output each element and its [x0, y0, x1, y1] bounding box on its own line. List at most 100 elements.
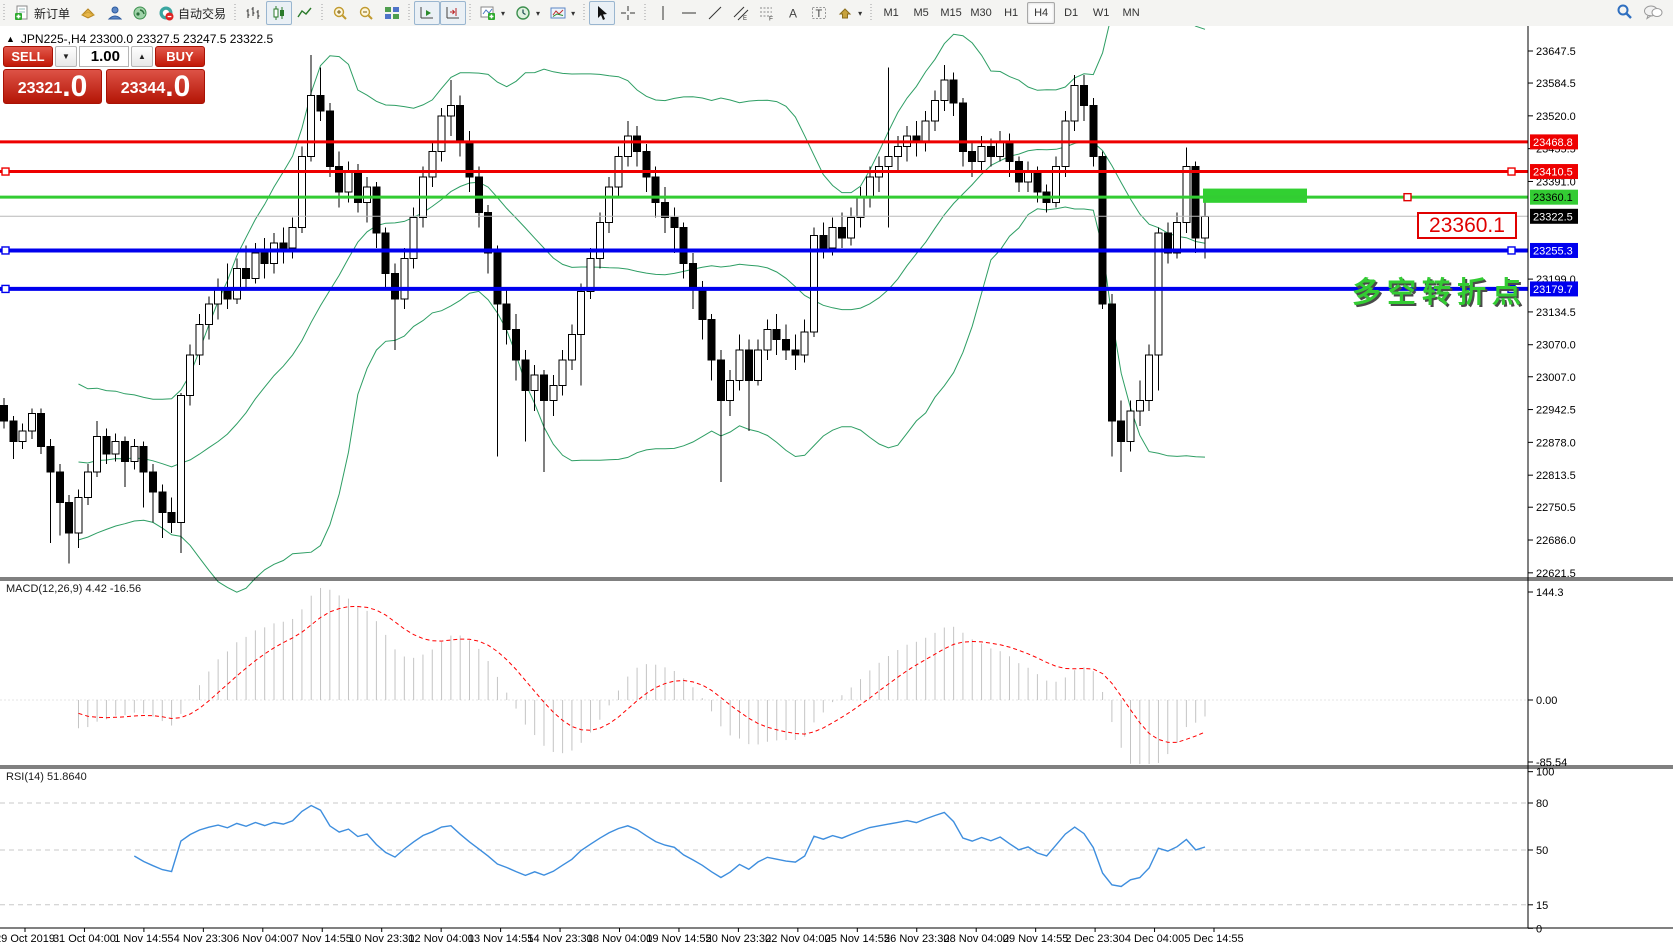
- line-handle[interactable]: [1, 246, 10, 255]
- autotrading-button[interactable]: 自动交易: [153, 1, 231, 25]
- horizontal-line-tool[interactable]: [676, 1, 702, 25]
- price-axis[interactable]: 23647.523584.523520.023455.523391.023199…: [1528, 46, 1578, 935]
- bear-candle: [1079, 84, 1088, 107]
- tile-windows-button[interactable]: [379, 1, 405, 25]
- chart-ohlc-header: ▲ JPN225-,H4 23300.0 23327.5 23247.5 233…: [6, 32, 273, 46]
- bear-candle: [325, 110, 334, 168]
- bull-candle: [726, 379, 735, 402]
- person-icon: [106, 5, 123, 21]
- axis-price-flag-text: 23468.8: [1533, 137, 1573, 149]
- timeframe-H4[interactable]: H4: [1027, 2, 1056, 24]
- search-icon[interactable]: [1616, 3, 1633, 23]
- shapes-tool[interactable]: ▾: [832, 1, 867, 25]
- bull-candle: [940, 79, 949, 102]
- axis-price-flag: [1530, 281, 1578, 297]
- zoom-out-button[interactable]: [353, 1, 379, 25]
- bear-candle: [316, 95, 325, 112]
- toolbar-gripper[interactable]: [868, 4, 876, 22]
- toolbar-gripper[interactable]: [581, 4, 589, 22]
- volume-increase-button[interactable]: ▲: [131, 46, 153, 67]
- new-order-button[interactable]: 新订单: [9, 1, 75, 25]
- bull-candle: [605, 186, 614, 224]
- fibonacci-tool[interactable]: F: [754, 1, 780, 25]
- buy-button[interactable]: BUY: [155, 46, 205, 67]
- bull-candle: [1200, 215, 1209, 239]
- bull-candle: [1173, 222, 1182, 254]
- line-handle[interactable]: [1, 167, 10, 176]
- vertical-line-tool[interactable]: [650, 1, 676, 25]
- toolbar-gripper[interactable]: [319, 4, 327, 22]
- svg-text:F: F: [769, 16, 773, 22]
- timeframe-W1[interactable]: W1: [1092, 7, 1110, 19]
- line-handle[interactable]: [1507, 167, 1516, 176]
- bear-candle: [688, 262, 697, 290]
- community-button[interactable]: [101, 1, 127, 25]
- dropdown-arrow: ▾: [858, 8, 863, 18]
- auto-scroll-button[interactable]: [414, 1, 441, 25]
- timeframe-M5[interactable]: M5: [913, 7, 929, 19]
- bull-candle: [577, 290, 586, 336]
- bull-candle: [921, 120, 930, 142]
- timeframe-M30[interactable]: M30: [970, 7, 992, 19]
- bull-candle: [828, 227, 837, 249]
- line-handle[interactable]: [1507, 246, 1516, 255]
- sell-button[interactable]: SELL: [3, 46, 53, 67]
- svg-text:A: A: [789, 7, 797, 21]
- chart-canvas[interactable]: 23647.523584.523520.023455.523391.023199…: [0, 26, 1673, 948]
- period-button[interactable]: ▾: [510, 1, 545, 25]
- crosshair-button[interactable]: [615, 1, 641, 25]
- bar-chart-button[interactable]: [240, 1, 266, 25]
- sell-price-button[interactable]: 23321 .0: [3, 69, 102, 104]
- bear-candle: [46, 445, 55, 473]
- chart-shift-button[interactable]: [440, 1, 467, 25]
- chat-icon[interactable]: [1643, 4, 1663, 23]
- trade-tools-group: 新订单 自动交易: [9, 0, 231, 26]
- bull-candle: [195, 323, 204, 356]
- toolbar-gripper[interactable]: [406, 4, 414, 22]
- bear-candle: [167, 512, 176, 524]
- chart-area[interactable]: 23647.5 23584.5 23520.0 23455.5 23391.0 23199…: [0, 26, 1673, 948]
- turning-point-note[interactable]: 多空转折点: [1352, 277, 1528, 309]
- cursor-button[interactable]: [589, 1, 616, 25]
- text-label-tool[interactable]: T: [806, 1, 832, 25]
- text-tool[interactable]: A: [780, 1, 806, 25]
- market-button[interactable]: [75, 1, 101, 25]
- signals-button[interactable]: [127, 1, 153, 25]
- timeframe-M1[interactable]: M1: [883, 7, 899, 19]
- time-tick-label: 22 Nov 04:00: [765, 933, 830, 945]
- rsi-line: [133, 804, 1206, 888]
- bear-candle: [484, 211, 493, 254]
- bull-candle: [307, 95, 316, 158]
- buy-price-button[interactable]: 23344 .0: [106, 69, 205, 104]
- timeframe-H1[interactable]: H1: [1004, 7, 1019, 19]
- timeframe-M15[interactable]: M15: [940, 7, 962, 19]
- bull-candle: [446, 105, 455, 117]
- channel-tool[interactable]: E: [728, 1, 754, 25]
- new-chart-button[interactable]: ▾: [475, 1, 510, 25]
- price-target-label[interactable]: 23360.1: [1417, 212, 1517, 239]
- candlestick-chart-button[interactable]: [266, 1, 293, 25]
- zoom-in-button[interactable]: [327, 1, 353, 25]
- toolbar-gripper[interactable]: [1, 4, 8, 22]
- trendline-tool[interactable]: [702, 1, 728, 25]
- toolbar-gripper[interactable]: [467, 4, 475, 22]
- bear-candle: [772, 328, 781, 341]
- volume-input[interactable]: 1.00: [79, 46, 129, 67]
- timeframe-MN[interactable]: MN: [1122, 7, 1140, 19]
- template-button[interactable]: ▾: [545, 1, 580, 25]
- line-handle[interactable]: [1507, 284, 1516, 294]
- bull-candle: [763, 328, 772, 351]
- bull-candle: [530, 374, 539, 391]
- line-handle[interactable]: [1, 284, 10, 294]
- timeframe-D1[interactable]: D1: [1064, 7, 1079, 19]
- volume-decrease-button[interactable]: ▼: [55, 46, 77, 67]
- bull-candle: [288, 227, 297, 249]
- collapse-panel-arrow[interactable]: ▲: [6, 34, 15, 44]
- toolbar-gripper[interactable]: [232, 4, 240, 22]
- toolbar-gripper[interactable]: [642, 4, 650, 22]
- text-anchor-handle[interactable]: [1403, 192, 1412, 202]
- rsi-panel: [0, 802, 1528, 906]
- line-chart-button[interactable]: [292, 1, 318, 25]
- bull-candle: [409, 217, 418, 259]
